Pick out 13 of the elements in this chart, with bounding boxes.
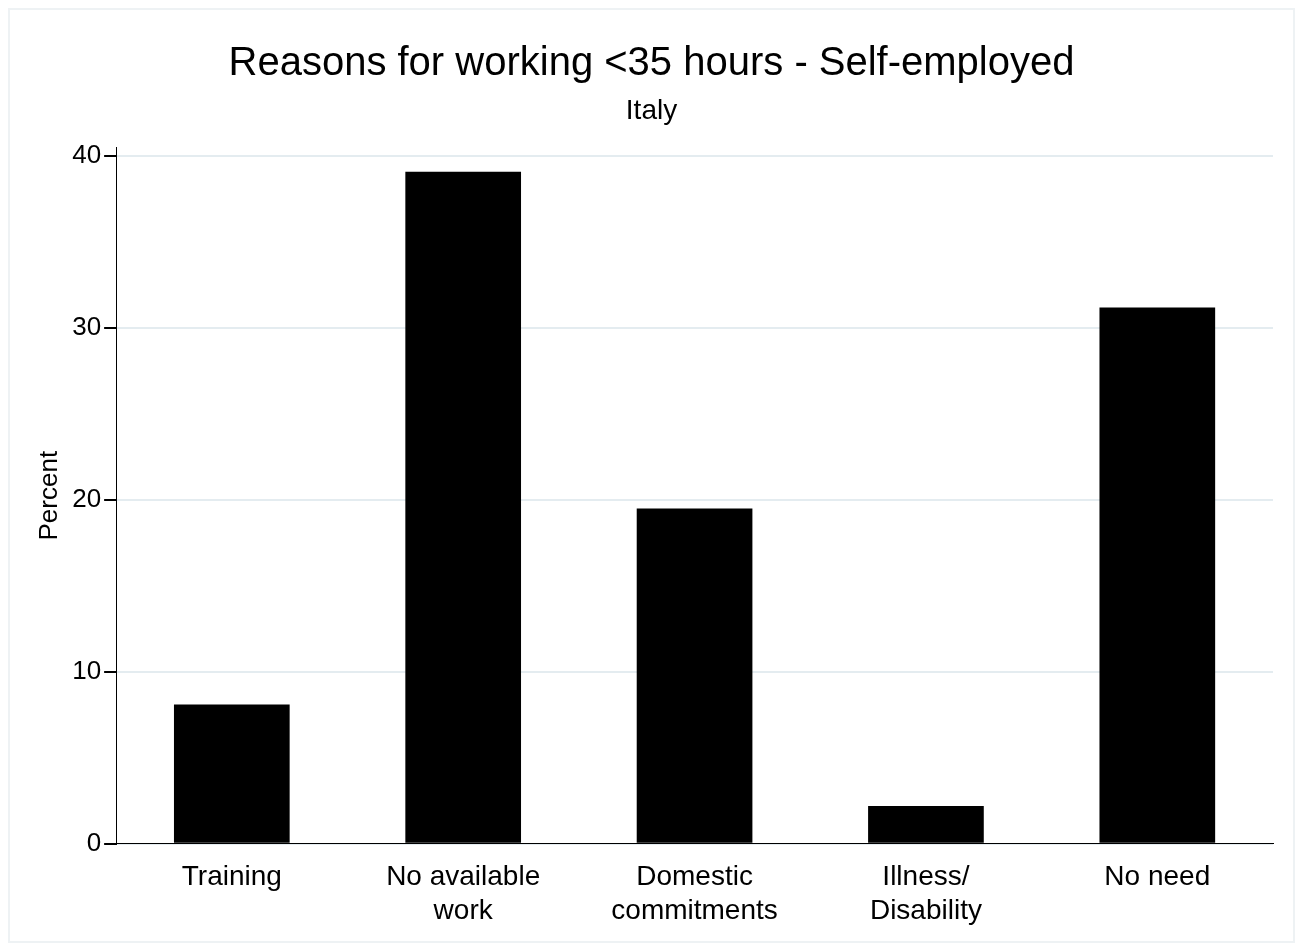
chart-title: Reasons for working <35 hours - Self-employed bbox=[228, 39, 1075, 84]
y-tick-label: 30 bbox=[72, 311, 102, 342]
y-tick-label: 10 bbox=[72, 655, 102, 686]
y-tick-label: 0 bbox=[86, 826, 102, 857]
x-tick-label: Training bbox=[181, 860, 282, 892]
y-tick-label: 20 bbox=[72, 483, 102, 514]
x-tick-label: Illness/Disability bbox=[869, 860, 982, 925]
y-axis-title: Percent bbox=[32, 450, 63, 541]
x-tick-label: No available work bbox=[386, 860, 541, 925]
y-tick-label: 40 bbox=[72, 139, 102, 170]
chart-subtitle: Italy bbox=[625, 93, 678, 125]
x-tick-label: Domestic commitments bbox=[611, 860, 778, 925]
x-tick-label: No need bbox=[1104, 860, 1211, 892]
